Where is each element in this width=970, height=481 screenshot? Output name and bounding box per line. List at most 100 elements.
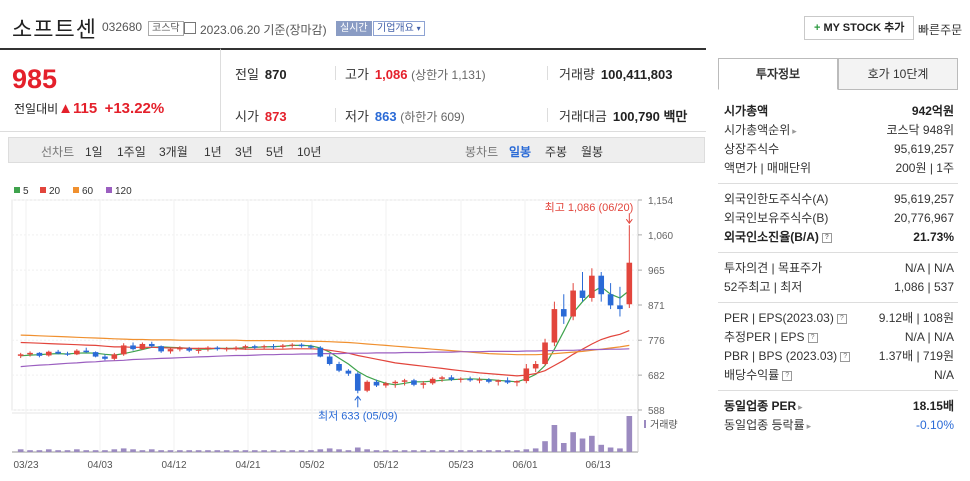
info-row: 시가총액순위 ▸ 코스닥 948위 xyxy=(724,121,954,139)
volume-bar xyxy=(420,450,427,452)
arrow-right-icon[interactable]: ▸ xyxy=(792,126,797,136)
y-tick-label: 871 xyxy=(648,301,665,312)
volume-bar xyxy=(467,450,473,452)
period-1d[interactable]: 1일 xyxy=(85,145,103,159)
candle-body xyxy=(598,275,605,295)
high-label: 고가 xyxy=(345,67,369,82)
candle-body xyxy=(523,368,530,382)
candle-body xyxy=(467,378,473,381)
volume-bar xyxy=(186,450,193,452)
info-row: 동일업종 PER ▸ 18.15배 xyxy=(724,397,954,415)
period-3m[interactable]: 3개월 xyxy=(159,145,188,159)
my-stock-label: MY STOCK 추가 xyxy=(823,22,905,34)
candle-body xyxy=(83,350,90,353)
info-value: 18.15배 xyxy=(912,399,954,413)
change-label: 전일대비 xyxy=(14,102,59,116)
max-price-label: 최고 1,086 (06/20) xyxy=(545,201,634,214)
volume-legend-swatch xyxy=(644,420,646,428)
candle-body xyxy=(270,346,277,348)
period-10y[interactable]: 10년 xyxy=(297,145,322,159)
volume-bar xyxy=(439,450,445,452)
candle-body xyxy=(411,380,417,385)
open-label: 시가 xyxy=(235,109,259,124)
info-key: 동일업종 등락률 ▸ xyxy=(724,418,812,432)
volume-bar xyxy=(177,450,183,452)
candle-body xyxy=(251,346,258,348)
candle-body xyxy=(420,383,427,385)
info-row: 배당수익률? N/A xyxy=(724,366,954,384)
info-key: 액면가 | 매매단위 xyxy=(724,161,812,175)
candle-body xyxy=(589,275,595,298)
volume-bar xyxy=(589,435,595,452)
my-stock-add-button[interactable]: + MY STOCK 추가 xyxy=(804,16,915,40)
candle-body xyxy=(364,381,370,391)
info-key: 외국인보유주식수(B) xyxy=(724,211,829,225)
up-triangle-icon: ▲ xyxy=(58,100,74,117)
candle-body xyxy=(308,346,314,348)
info-row: 52주최고 | 최저 1,086 | 537 xyxy=(724,278,954,296)
info-value: 942억원 xyxy=(911,104,954,118)
arrow-right-icon[interactable]: ▸ xyxy=(806,421,812,431)
line-chart-label: 선차트 xyxy=(41,145,75,159)
period-1y[interactable]: 1년 xyxy=(204,145,222,159)
company-overview-dropdown[interactable]: 기업개요 ▾ xyxy=(373,21,425,36)
help-icon[interactable]: ? xyxy=(782,370,793,381)
period-3y[interactable]: 3년 xyxy=(235,145,253,159)
price-change: 전일대비▲115 +13.22% xyxy=(14,100,164,117)
candle-body xyxy=(186,348,193,351)
candle-body xyxy=(27,352,33,355)
tab-quote-10[interactable]: 호가 10단계 xyxy=(838,58,958,90)
volume-bar xyxy=(542,441,548,452)
help-icon[interactable]: ? xyxy=(840,351,851,362)
high-price: 고가 1,086 (상한가 1,131) xyxy=(345,64,486,83)
period-1w[interactable]: 1주일 xyxy=(117,145,146,159)
info-row: 시가총액 942억원 xyxy=(724,102,954,120)
trade-amount: 거래대금 100,790 백만 xyxy=(559,106,687,125)
volume-bar xyxy=(392,450,399,452)
candle-body xyxy=(486,379,492,382)
info-row: PBR | BPS (2023.03)? 1.37배 | 719원 xyxy=(724,347,954,365)
info-key: 외국인소진율(B/A)? xyxy=(724,228,832,246)
stock-chart[interactable]: 5 20 60 120 1,154 1,060 965 871 776 682 588 03/23 04… xyxy=(8,180,705,480)
section-divider xyxy=(718,183,958,184)
current-price: 985 xyxy=(12,64,58,94)
max-arrow-head xyxy=(625,218,633,225)
moving-average-ma5 xyxy=(20,286,630,386)
price-box: 985 전일대비▲115 +13.22% xyxy=(0,48,220,132)
arrow-right-icon[interactable]: ▸ xyxy=(798,402,803,412)
x-tick-label: 04/12 xyxy=(161,460,186,471)
candle-body xyxy=(345,370,352,374)
candle-body xyxy=(36,352,43,356)
candle-weekly[interactable]: 주봉 xyxy=(545,145,568,159)
y-tick-label: 965 xyxy=(648,266,665,277)
info-key: 동일업종 PER ▸ xyxy=(724,399,803,413)
candle-monthly[interactable]: 월봉 xyxy=(581,145,604,159)
candle-body xyxy=(560,309,567,317)
volume-bar xyxy=(83,450,90,452)
info-row: 추정PER | EPS? N/A | N/A xyxy=(724,328,954,346)
candle-daily[interactable]: 일봉 xyxy=(509,145,532,159)
info-value: 200원 | 1주 xyxy=(895,161,954,175)
help-icon[interactable]: ? xyxy=(821,232,832,243)
volume-bar xyxy=(233,450,239,452)
candle-body xyxy=(130,345,136,350)
help-icon[interactable]: ? xyxy=(836,313,847,324)
quick-order-link[interactable]: 빠른주문 xyxy=(918,23,963,37)
volume-bar xyxy=(139,450,146,452)
legend-label: 60 xyxy=(82,186,94,197)
period-bar: 선차트 1일 1주일 3개월 1년 3년 5년 10년 봉차트 일봉 주봉 월봉 xyxy=(8,137,705,163)
period-5y[interactable]: 5년 xyxy=(266,145,284,159)
candle-body xyxy=(532,363,539,369)
low-price: 저가 863 (하한가 609) xyxy=(345,106,465,125)
info-row: 외국인보유주식수(B) 20,776,967 xyxy=(724,209,954,227)
candle-body xyxy=(383,383,389,386)
info-value: -0.10% xyxy=(915,418,954,432)
legend-swatch xyxy=(73,187,79,193)
help-icon[interactable]: ? xyxy=(807,332,818,343)
candle-body xyxy=(392,381,399,384)
tab-invest-info[interactable]: 투자정보 xyxy=(718,58,838,90)
realtime-button[interactable]: 실시간 xyxy=(336,21,372,36)
date-text: 2023.06.20 기준(장마감) xyxy=(200,23,327,37)
volume-value: 100,411,803 xyxy=(600,67,673,82)
candle-body xyxy=(195,349,202,351)
